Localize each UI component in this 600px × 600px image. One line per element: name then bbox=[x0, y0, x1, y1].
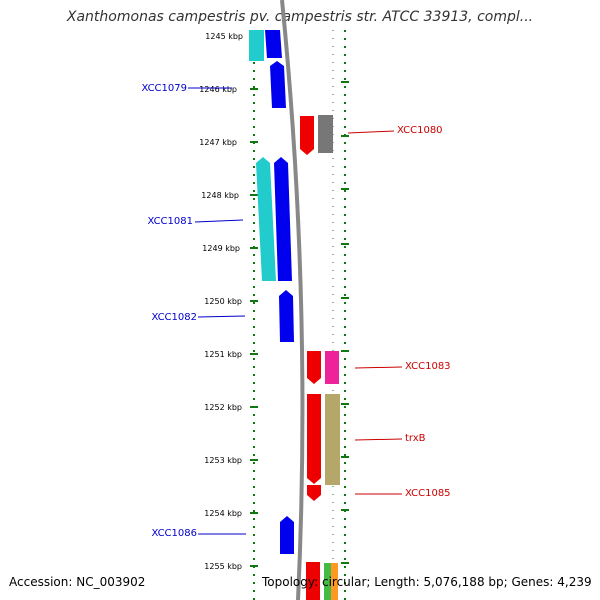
tick-group: 1245 kbp 1246 kbp 1247 kbp 1248 kbp 1249… bbox=[199, 32, 349, 571]
map-title: Xanthomonas campestris pv. campestris st… bbox=[66, 9, 534, 25]
gene-label-xcc1083[interactable]: XCC1083 bbox=[405, 361, 451, 372]
cds-feature[interactable] bbox=[265, 30, 282, 58]
forward-labels: XCC1079 XCC1081 XCC1082 XCC1086 bbox=[141, 83, 246, 539]
gene-label-xcc1080[interactable]: XCC1080 bbox=[397, 125, 443, 136]
gene-label-xcc1081[interactable]: XCC1081 bbox=[147, 216, 193, 227]
reverse-labels: XCC1080 XCC1083 trxB XCC1085 bbox=[347, 125, 451, 499]
gene-label-xcc1085[interactable]: XCC1085 bbox=[405, 488, 451, 499]
gene-label-xcc1079[interactable]: XCC1079 bbox=[141, 83, 187, 94]
cds-feature[interactable] bbox=[274, 157, 292, 281]
reverse-features bbox=[300, 115, 340, 600]
other-feature[interactable] bbox=[318, 115, 333, 153]
tick-label: 1245 kbp bbox=[205, 32, 243, 41]
cds-feature[interactable] bbox=[300, 116, 314, 155]
tick-label: 1247 kbp bbox=[199, 138, 237, 147]
genome-backbone bbox=[280, 0, 305, 600]
cds-feature[interactable] bbox=[279, 290, 294, 342]
rna-feature[interactable] bbox=[256, 157, 276, 281]
label-leader-line bbox=[347, 130, 395, 134]
tick-label: 1255 kbp bbox=[204, 562, 242, 571]
rna-feature[interactable] bbox=[249, 30, 264, 61]
tick-label: 1250 kbp bbox=[204, 297, 242, 306]
other-feature[interactable] bbox=[325, 351, 339, 384]
topology-text: Topology: circular; Length: 5,076,188 bp… bbox=[262, 575, 592, 589]
cds-feature[interactable] bbox=[307, 485, 321, 501]
label-leader-line bbox=[194, 219, 244, 223]
other-feature[interactable] bbox=[324, 563, 331, 600]
tick-label: 1246 kbp bbox=[199, 85, 237, 94]
tick-label: 1251 kbp bbox=[204, 350, 242, 359]
label-leader-line bbox=[354, 438, 403, 441]
forward-features bbox=[249, 30, 294, 554]
tick-label: 1248 kbp bbox=[201, 191, 239, 200]
tick-label: 1249 kbp bbox=[202, 244, 240, 253]
cds-feature[interactable] bbox=[280, 516, 294, 554]
tick-label: 1254 kbp bbox=[204, 509, 242, 518]
cds-feature[interactable] bbox=[270, 61, 286, 108]
label-leader-line bbox=[197, 315, 246, 318]
cds-feature[interactable] bbox=[307, 394, 321, 484]
label-leader-line bbox=[354, 366, 403, 369]
other-feature[interactable] bbox=[325, 394, 340, 485]
cds-feature[interactable] bbox=[307, 351, 321, 384]
other-feature[interactable] bbox=[331, 563, 338, 600]
cds-feature[interactable] bbox=[306, 562, 320, 600]
accession-text: Accession: NC_003902 bbox=[9, 575, 146, 589]
gene-label-xcc1086[interactable]: XCC1086 bbox=[151, 528, 197, 539]
tick-label: 1252 kbp bbox=[204, 403, 242, 412]
tick-label: 1253 kbp bbox=[204, 456, 242, 465]
gene-label-xcc1082[interactable]: XCC1082 bbox=[151, 312, 197, 323]
gene-label-trxb[interactable]: trxB bbox=[405, 433, 426, 444]
